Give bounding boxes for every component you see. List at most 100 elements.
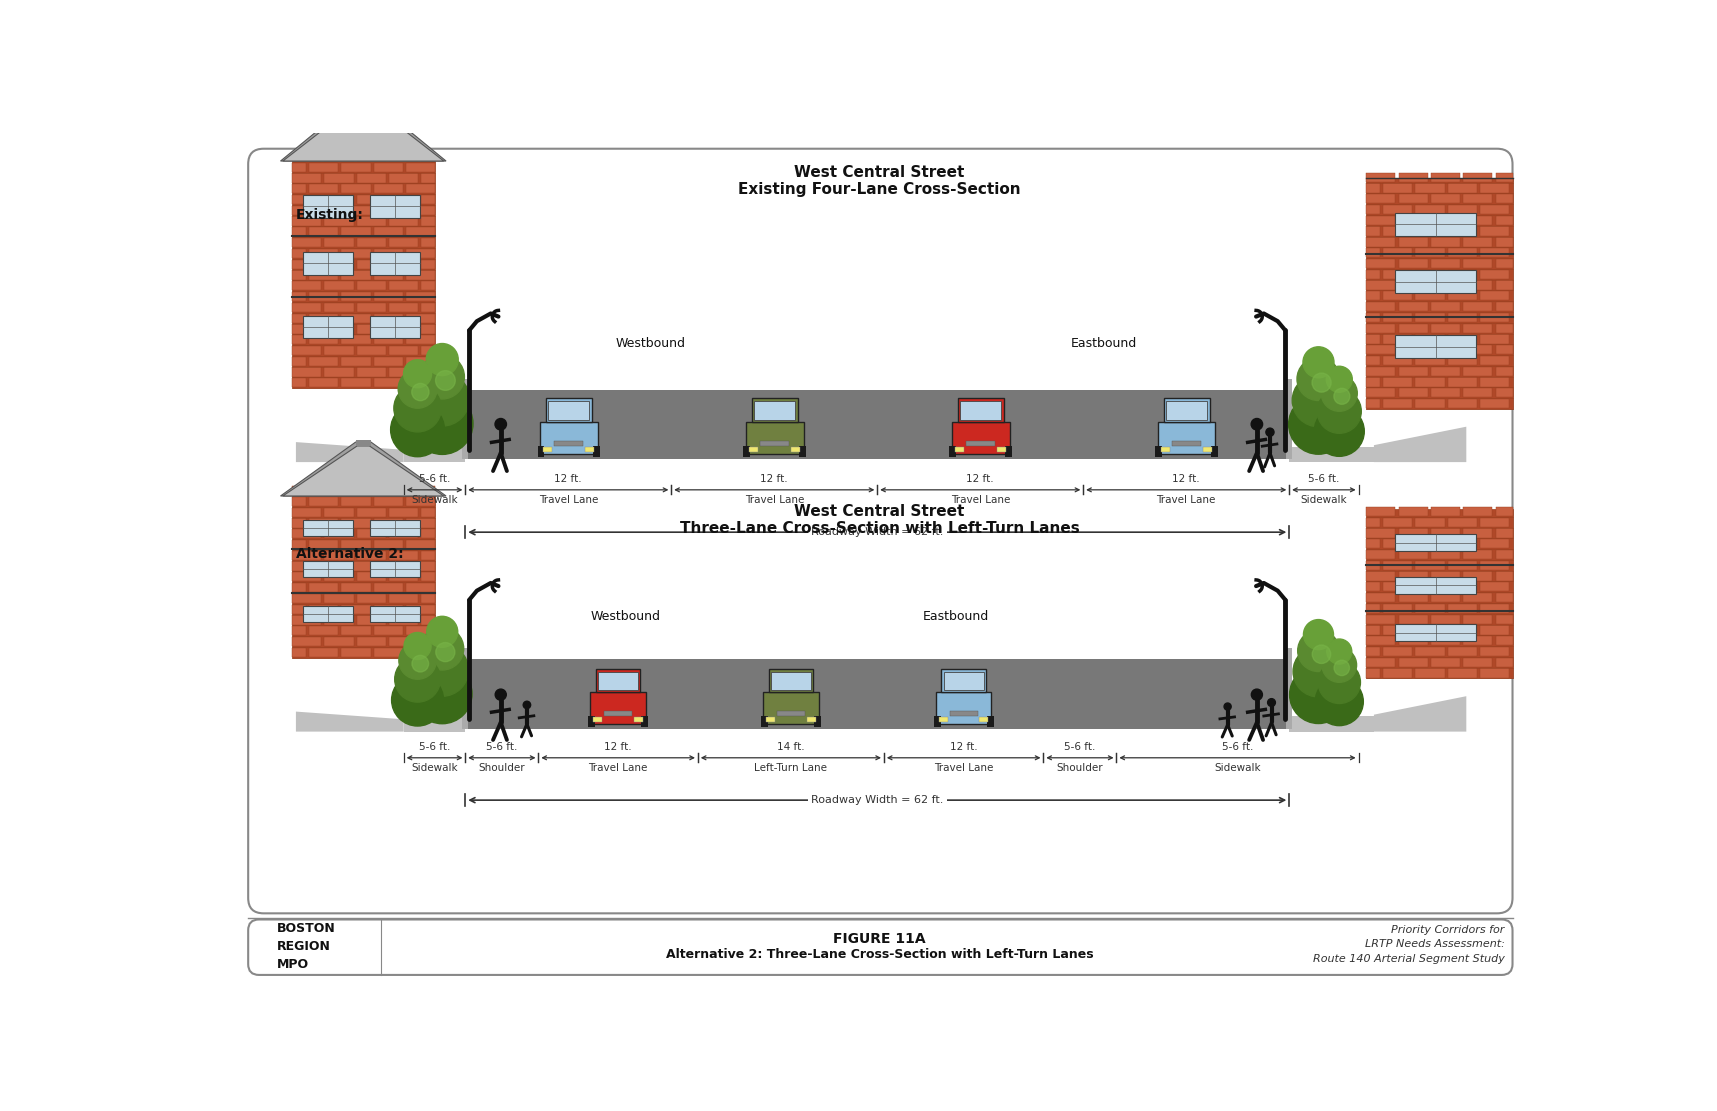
Bar <box>390 194 419 204</box>
Bar <box>374 497 403 506</box>
Bar <box>1430 658 1459 667</box>
Bar <box>292 336 306 344</box>
Bar <box>374 378 403 388</box>
Bar <box>374 604 403 613</box>
Bar <box>414 698 421 721</box>
Bar <box>405 228 434 237</box>
Bar <box>304 561 354 577</box>
Bar <box>1415 669 1444 678</box>
Bar <box>1367 248 1380 258</box>
Circle shape <box>1298 630 1339 671</box>
Bar <box>304 316 354 338</box>
Bar <box>1480 334 1509 343</box>
Bar <box>1463 280 1492 290</box>
Bar <box>357 324 386 333</box>
Bar <box>1367 507 1396 516</box>
Circle shape <box>398 642 436 679</box>
Bar <box>546 398 592 421</box>
Polygon shape <box>295 442 403 462</box>
Bar <box>1399 216 1429 224</box>
Text: 5-6 ft.: 5-6 ft. <box>1308 474 1339 484</box>
Bar <box>325 302 354 312</box>
Circle shape <box>1322 376 1356 411</box>
Bar <box>421 302 434 312</box>
Bar <box>1480 603 1509 613</box>
Bar <box>1447 270 1477 279</box>
Bar <box>1496 550 1513 559</box>
Bar <box>374 228 403 237</box>
Bar <box>342 162 371 172</box>
Bar <box>1367 582 1380 591</box>
Circle shape <box>1326 367 1353 392</box>
Bar <box>309 249 338 258</box>
Bar <box>1367 529 1396 538</box>
Bar <box>1463 367 1492 376</box>
Bar <box>405 519 434 528</box>
Bar <box>421 238 434 248</box>
Text: Sidewalk: Sidewalk <box>410 763 458 773</box>
Bar <box>421 572 434 581</box>
Bar <box>390 551 419 560</box>
Bar <box>357 173 386 182</box>
Bar <box>405 561 434 571</box>
Circle shape <box>1293 647 1344 697</box>
Bar <box>1463 302 1492 311</box>
Bar <box>1430 346 1459 354</box>
Bar <box>1415 227 1444 236</box>
Bar <box>292 583 306 592</box>
Bar <box>304 520 354 537</box>
Bar <box>1430 367 1459 376</box>
Bar <box>769 669 814 692</box>
Bar <box>594 717 603 722</box>
Bar <box>761 715 767 727</box>
Bar <box>1367 194 1396 203</box>
Bar <box>752 398 798 421</box>
Bar <box>374 292 403 301</box>
Text: Alternative 2: Three-Lane Cross-Section with Left-Turn Lanes: Alternative 2: Three-Lane Cross-Section … <box>666 949 1094 961</box>
Bar <box>1336 700 1343 721</box>
Bar <box>371 561 421 577</box>
Bar <box>1480 625 1509 634</box>
Bar <box>1430 216 1459 224</box>
Bar <box>944 671 984 690</box>
Bar <box>592 447 599 458</box>
Text: Eastbound: Eastbound <box>922 610 989 623</box>
Bar <box>1384 582 1413 591</box>
Bar <box>951 421 1010 454</box>
Bar <box>1399 259 1429 268</box>
Bar <box>1367 647 1380 657</box>
Bar <box>292 627 306 635</box>
Bar <box>390 173 419 182</box>
Bar <box>390 593 419 603</box>
Bar <box>1384 334 1413 343</box>
Bar <box>1447 625 1477 634</box>
Bar <box>465 390 1289 459</box>
Bar <box>374 357 403 366</box>
Bar <box>1480 227 1509 236</box>
Circle shape <box>426 343 458 376</box>
Bar <box>421 486 434 496</box>
Circle shape <box>1289 394 1348 454</box>
Bar <box>1367 280 1396 290</box>
Bar <box>1430 280 1459 290</box>
Bar <box>342 184 371 193</box>
Bar <box>754 401 795 420</box>
Bar <box>1463 194 1492 203</box>
Bar <box>1384 248 1413 258</box>
Bar <box>537 447 544 458</box>
Bar <box>357 260 386 269</box>
Bar <box>1430 259 1459 268</box>
Bar <box>1447 603 1477 613</box>
Bar <box>342 313 371 322</box>
Bar <box>1463 216 1492 224</box>
Bar <box>1399 571 1429 581</box>
Bar <box>1447 582 1477 591</box>
Circle shape <box>1334 660 1350 675</box>
Bar <box>1399 637 1429 645</box>
Circle shape <box>412 383 429 401</box>
Bar <box>371 196 421 218</box>
Bar <box>405 184 434 193</box>
Bar <box>1480 378 1509 387</box>
Bar <box>292 292 306 301</box>
Bar <box>309 292 338 301</box>
